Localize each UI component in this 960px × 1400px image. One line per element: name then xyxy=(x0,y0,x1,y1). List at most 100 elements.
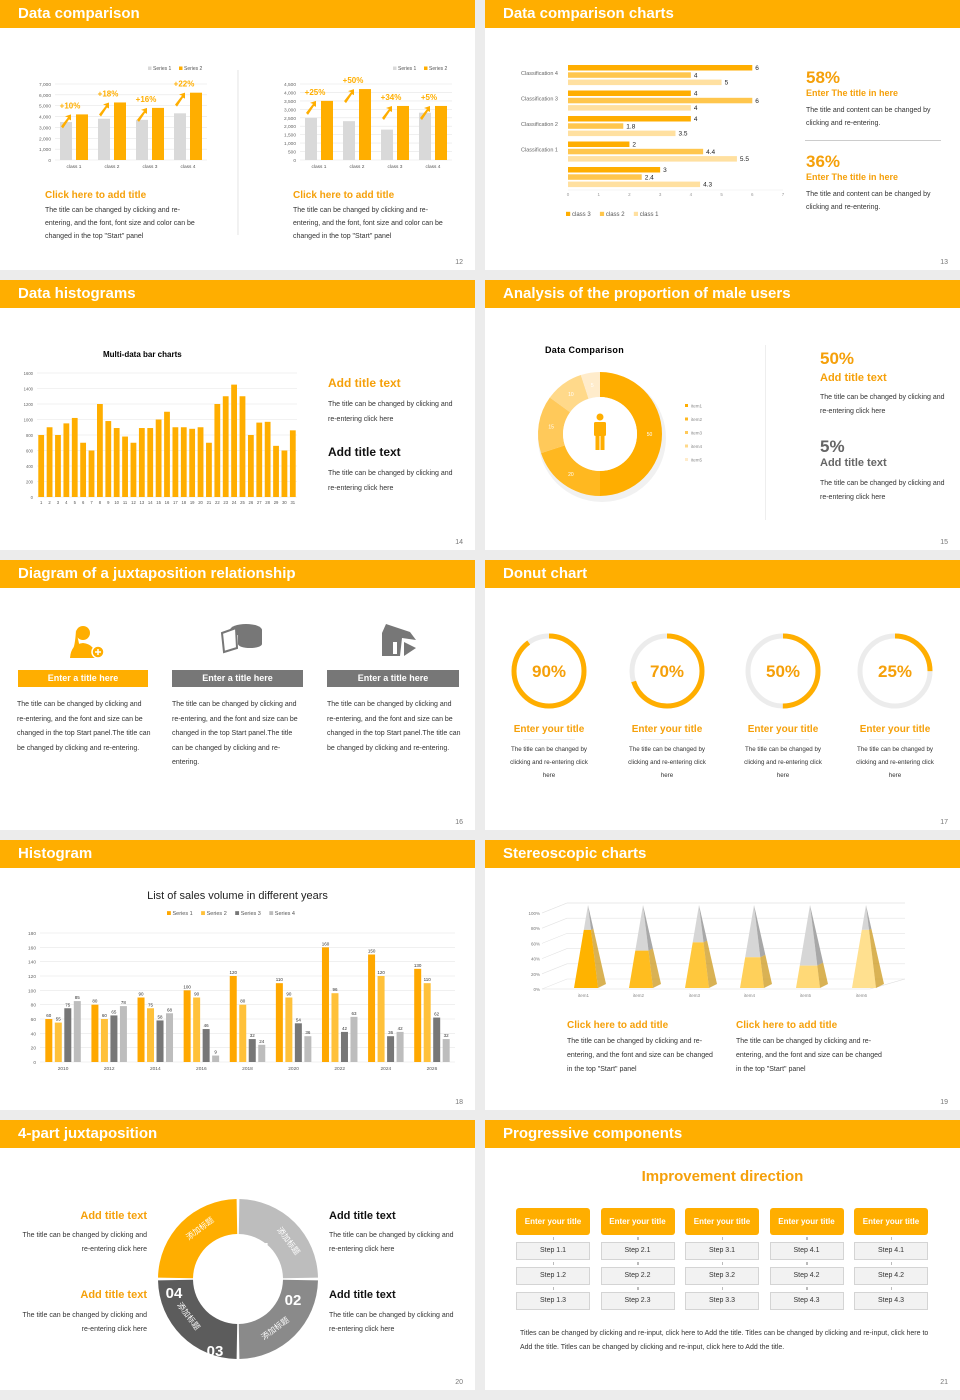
stat-body[interactable]: The title and content can be changed by … xyxy=(806,107,931,127)
caption-title[interactable]: Click here to add title xyxy=(293,190,395,201)
x-tick-label: 26 xyxy=(249,500,254,505)
column-title-button[interactable]: Enter your title xyxy=(600,1208,675,1235)
stat-title[interactable]: Enter The title in here xyxy=(806,172,899,182)
block-title[interactable]: Add title text xyxy=(329,1210,396,1222)
title-button[interactable]: Enter a title here xyxy=(327,670,459,687)
stat-body[interactable]: The title can be changed by clicking and… xyxy=(820,394,945,415)
bar xyxy=(568,130,676,137)
item-body[interactable]: The title can be changed by clicking and… xyxy=(327,701,461,752)
slide-20[interactable]: 4-part juxtaposition 添加标题 添加标题 添加标题 添加标题 01 0… xyxy=(0,1120,475,1390)
step-box[interactable]: Step 3.3 xyxy=(685,1292,759,1310)
block-title[interactable]: Add title text xyxy=(328,376,401,390)
block-body[interactable]: The title can be changed by clicking and… xyxy=(329,1232,454,1253)
donut-slice xyxy=(580,372,600,399)
bar xyxy=(76,114,88,160)
stat-title[interactable]: Add title text xyxy=(820,372,887,384)
caption-title[interactable]: Click here to add title xyxy=(736,1020,838,1031)
step-box[interactable]: Step 2.2 xyxy=(600,1267,675,1285)
slide-12[interactable]: Data comparison 0 1,000 2,000 3,000 4,000 5,0… xyxy=(0,0,475,270)
legend-label: class 2 xyxy=(606,212,625,218)
title-button[interactable]: Enter a title here xyxy=(172,670,303,687)
pyramid-fill xyxy=(629,950,653,988)
title-button[interactable]: Enter a title here xyxy=(18,670,148,687)
column-title-button[interactable]: Enter your title xyxy=(516,1208,590,1235)
item-body[interactable]: The title can be changed by clicking and… xyxy=(17,701,151,752)
legend-swatch xyxy=(685,458,688,461)
bar xyxy=(100,1019,108,1062)
block-body[interactable]: The title can be changed by clicking and… xyxy=(22,1232,147,1253)
arrow-icon xyxy=(99,102,109,117)
ring-segment xyxy=(158,1279,238,1359)
step-box[interactable]: Step 3.2 xyxy=(685,1267,759,1285)
data-label: 120 xyxy=(377,970,385,975)
legend-label: Series 1 xyxy=(398,66,417,72)
column-title-button[interactable]: Enter your title xyxy=(854,1208,928,1235)
column-title-button[interactable]: Enter your title xyxy=(685,1208,759,1235)
caption-title[interactable]: Click here to add title xyxy=(567,1020,669,1031)
step-box[interactable]: Step 4.1 xyxy=(854,1242,928,1260)
page-number: 21 xyxy=(940,1379,948,1386)
footer-text[interactable]: Titles can be changed by clicking and re… xyxy=(520,1330,929,1351)
step-box[interactable]: Step 1.1 xyxy=(516,1242,590,1260)
step-box[interactable]: Step 4.3 xyxy=(769,1292,844,1310)
block-body[interactable]: The title can be changed by clicking and… xyxy=(22,1312,147,1333)
step-box[interactable]: Step 4.2 xyxy=(769,1267,844,1285)
step-box[interactable]: Step 1.2 xyxy=(516,1267,590,1285)
caption-body[interactable]: The title can be changed by clicking and… xyxy=(45,207,195,240)
step-box[interactable]: Step 2.1 xyxy=(600,1242,675,1260)
slide-14[interactable]: Data histograms 0 200 400 600 800 1000 1200 140… xyxy=(0,280,475,550)
item-body[interactable]: The title can be changed by clicking and… xyxy=(172,701,298,766)
block-title[interactable]: Add title text xyxy=(80,1289,147,1301)
stat-body[interactable]: The title can be changed by clicking and… xyxy=(820,480,945,501)
slide-16[interactable]: Diagram of a juxtaposition relationship … xyxy=(0,560,475,830)
pyramid-fill xyxy=(796,965,820,988)
item-title[interactable]: Enter your title xyxy=(513,724,585,735)
step-box[interactable]: Step 1.3 xyxy=(516,1292,590,1310)
slide-18[interactable]: Histogram 0 20 40 60 80 100 120 140 160 180 2010 60… xyxy=(0,840,475,1110)
stat-value: 36% xyxy=(806,152,841,171)
item-title[interactable]: Enter your title xyxy=(631,724,703,735)
block-title[interactable]: Add title text xyxy=(328,445,401,459)
block-body[interactable]: The title can be changed by clicking and… xyxy=(328,470,453,492)
slide-21[interactable]: Progressive components Improvement direc… xyxy=(485,1120,960,1390)
stat-title[interactable]: Add title text xyxy=(820,457,887,469)
slide-13[interactable]: Data comparison charts Classification 4 6… xyxy=(485,0,960,270)
item-body[interactable]: The title can be changed by clicking and… xyxy=(856,746,934,779)
step-box[interactable]: Step 4.3 xyxy=(854,1292,928,1310)
y-tick-label: 4,000 xyxy=(39,115,51,121)
block-body[interactable]: The title can be changed by clicking and… xyxy=(329,1312,454,1333)
bar xyxy=(105,421,112,497)
block-body[interactable]: The title can be changed by clicking and… xyxy=(328,401,453,423)
data-label: 110 xyxy=(424,977,432,982)
slide-15[interactable]: Analysis of the proportion of male users… xyxy=(485,280,960,550)
column-title-button[interactable]: Enter your title xyxy=(769,1208,844,1235)
step-box[interactable]: Step 3.1 xyxy=(685,1242,759,1260)
caption-body[interactable]: The title can be changed by clicking and… xyxy=(293,207,443,240)
block-title[interactable]: Add title text xyxy=(80,1210,147,1222)
item-title[interactable]: Enter your title xyxy=(859,724,931,735)
item-body[interactable]: The title can be changed by clicking and… xyxy=(744,746,822,779)
item-body[interactable]: The title can be changed by clicking and… xyxy=(628,746,706,779)
stat-title[interactable]: Enter The title in here xyxy=(806,88,899,98)
x-tick-label: 12 xyxy=(131,500,136,505)
step-box[interactable]: Step 4.1 xyxy=(769,1242,844,1260)
bar xyxy=(568,72,691,78)
stat-body[interactable]: The title and content can be changed by … xyxy=(806,191,931,211)
slide-19[interactable]: Stereoscopic charts 0% 20% 40% 60% 80% 100% it… xyxy=(485,840,960,1110)
step-box[interactable]: Step 4.2 xyxy=(854,1267,928,1285)
item-title[interactable]: Enter your title xyxy=(747,724,819,735)
pyramid-fill-side xyxy=(703,940,717,988)
block-title[interactable]: Add title text xyxy=(329,1289,396,1301)
item-body[interactable]: The title can be changed by clicking and… xyxy=(510,746,588,779)
legend-label: Series 1 xyxy=(153,66,172,72)
caption-body[interactable]: The title can be changed by clicking and… xyxy=(736,1038,882,1073)
bar xyxy=(63,423,70,497)
slide-17[interactable]: Donut chart 17 90% Enter your title The ti… xyxy=(485,560,960,830)
caption-body[interactable]: The title can be changed by clicking and… xyxy=(567,1038,713,1073)
icon-leg xyxy=(595,435,600,450)
x-tick-label: 20 xyxy=(198,500,203,505)
step-box[interactable]: Step 2.3 xyxy=(600,1292,675,1310)
caption-title[interactable]: Click here to add title xyxy=(45,190,147,201)
legend-label: item1 xyxy=(691,404,703,409)
